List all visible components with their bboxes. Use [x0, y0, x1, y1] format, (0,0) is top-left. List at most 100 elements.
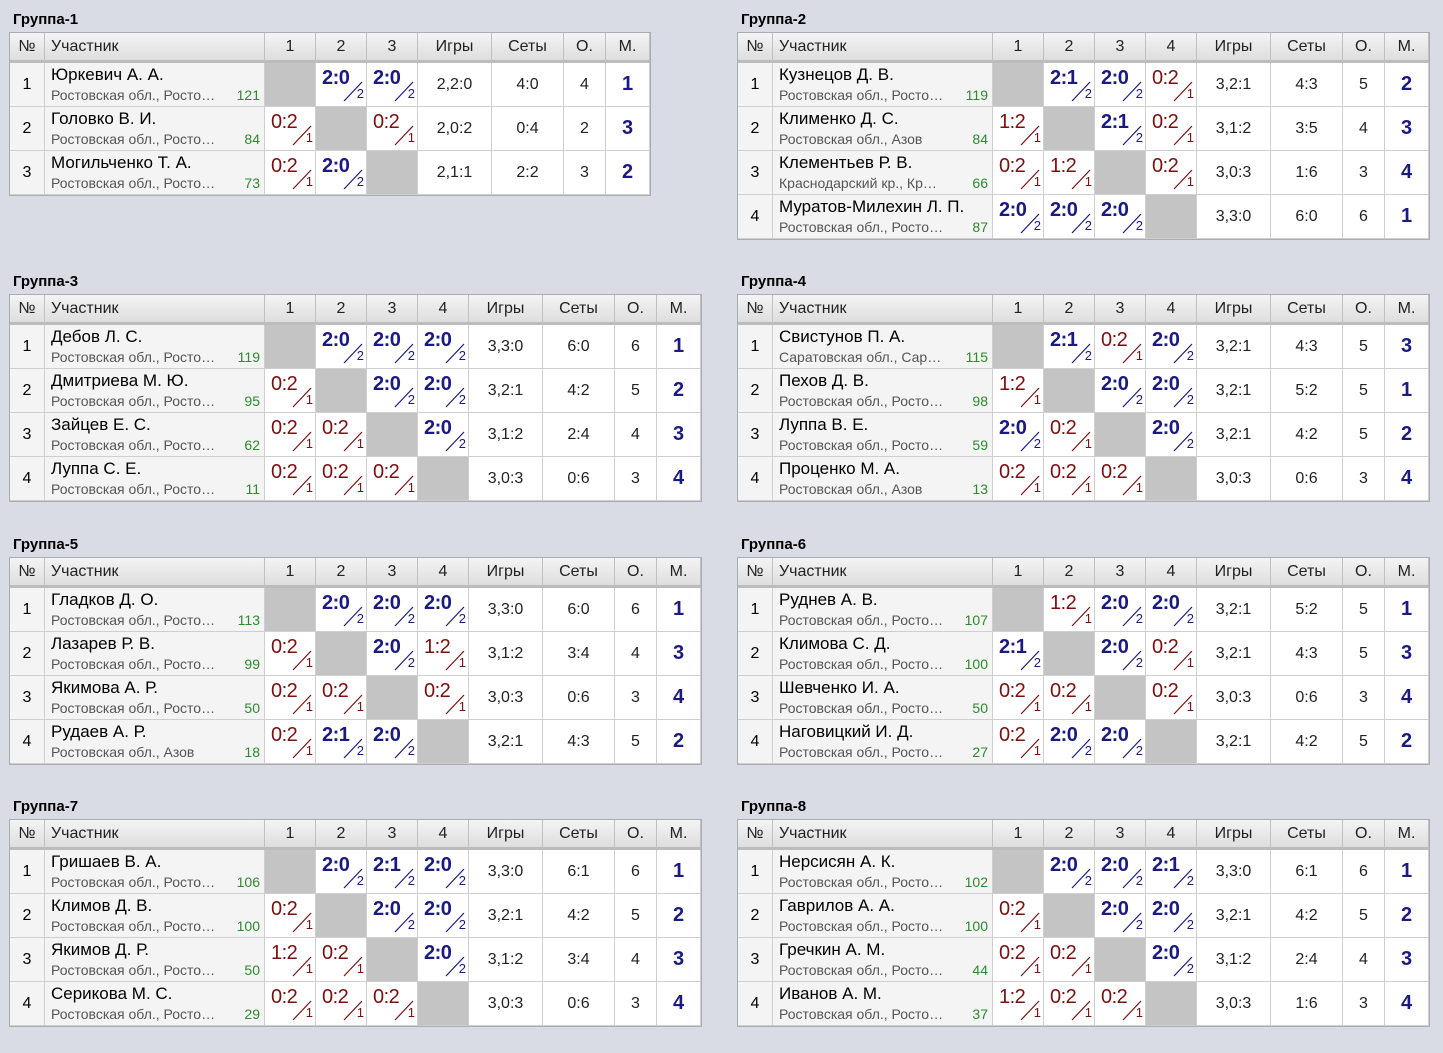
player-name[interactable]: Юркевич А. А. [51, 65, 164, 84]
player-name[interactable]: Гречкин А. М. [779, 940, 886, 959]
match-result-cell[interactable]: 2:0 2 [1044, 720, 1095, 764]
match-result-cell[interactable]: 0:2 1 [316, 982, 367, 1026]
header-games[interactable]: Игры [1197, 295, 1271, 325]
player-row[interactable]: 2 Лазарев Р. В. Ростовская обл., Ростов-на… [10, 632, 701, 676]
player-cell[interactable]: Кузнецов Д. В. Ростовская обл., Ростов-на… [773, 63, 993, 107]
player-cell[interactable]: Серикова М. С. Ростовская обл., Ростов-на… [45, 982, 265, 1026]
header-place[interactable]: М. [657, 558, 701, 588]
header-opponent-number[interactable]: 2 [316, 295, 367, 325]
header-opponent-number[interactable]: 2 [1044, 558, 1095, 588]
header-opponent-number[interactable]: 3 [1095, 558, 1146, 588]
player-row[interactable]: 1 Свистунов П. А. Саратовская обл., Сарато… [738, 325, 1429, 369]
match-result-cell[interactable]: 2:0 2 [418, 588, 469, 632]
player-row[interactable]: 2 Пехов Д. В. Ростовская обл., Ростов-на-Д… [738, 369, 1429, 413]
player-name[interactable]: Рудаев А. Р. [51, 722, 147, 741]
header-opponent-number[interactable]: 2 [316, 558, 367, 588]
match-result-cell[interactable]: 2:0 2 [1044, 195, 1095, 239]
player-cell[interactable]: Луппа В. Е. Ростовская обл., Ростов-на-До… [773, 413, 993, 457]
match-result-cell[interactable]: 2:0 2 [1095, 195, 1146, 239]
match-result-cell[interactable]: 1:2 1 [265, 938, 316, 982]
match-result-cell[interactable]: 2:1 2 [1044, 63, 1095, 107]
match-result-cell[interactable]: 2:0 2 [993, 413, 1044, 457]
header-points[interactable]: О. [564, 33, 606, 63]
match-result-cell[interactable]: 0:2 1 [418, 676, 469, 720]
player-cell[interactable]: Пехов Д. В. Ростовская обл., Ростов-на-До… [773, 369, 993, 413]
header-opponent-number[interactable]: 3 [1095, 820, 1146, 850]
header-place[interactable]: М. [1385, 295, 1429, 325]
player-row[interactable]: 2 Дмитриева М. Ю. Ростовская обл., Ростов-… [10, 369, 701, 413]
match-result-cell[interactable]: 0:2 1 [265, 632, 316, 676]
player-cell[interactable]: Наговицкий И. Д. Ростовская обл., Ростов-… [773, 720, 993, 764]
header-opponent-number[interactable]: 3 [367, 820, 418, 850]
player-cell[interactable]: Гришаев В. А. Ростовская обл., Ростов-на-… [45, 850, 265, 894]
player-row[interactable]: 4 Серикова М. С. Ростовская обл., Ростов-н… [10, 982, 701, 1026]
match-result-cell[interactable]: 0:2 1 [993, 676, 1044, 720]
header-opponent-number[interactable]: 1 [993, 558, 1044, 588]
player-name[interactable]: Клименко Д. С. [779, 109, 899, 128]
header-opponent-number[interactable]: 3 [1095, 33, 1146, 63]
match-result-cell[interactable]: 2:0 2 [367, 63, 418, 107]
header-opponent-number[interactable]: 4 [1146, 33, 1197, 63]
player-row[interactable]: 1 Юркевич А. А. Ростовская обл., Ростов-на… [10, 63, 650, 107]
header-num[interactable]: № [738, 33, 773, 63]
header-participant[interactable]: Участник [773, 295, 993, 325]
player-cell[interactable]: Шевченко И. А. Ростовская обл., Ростов-на… [773, 676, 993, 720]
header-participant[interactable]: Участник [773, 820, 993, 850]
player-row[interactable]: 1 Кузнецов Д. В. Ростовская обл., Ростов-н… [738, 63, 1429, 107]
match-result-cell[interactable]: 0:2 1 [1146, 63, 1197, 107]
player-cell[interactable]: Гаврилов А. А. Ростовская обл., Ростов-на… [773, 894, 993, 938]
match-result-cell[interactable]: 2:0 2 [1044, 850, 1095, 894]
header-num[interactable]: № [10, 558, 45, 588]
match-result-cell[interactable]: 2:0 2 [1095, 588, 1146, 632]
header-opponent-number[interactable]: 2 [316, 33, 367, 63]
match-result-cell[interactable]: 2:0 2 [1095, 720, 1146, 764]
match-result-cell[interactable]: 1:2 1 [418, 632, 469, 676]
player-cell[interactable]: Муратов-Милехин Л. П. Ростовская обл., Ро… [773, 195, 993, 239]
player-row[interactable]: 3 Гречкин А. М. Ростовская обл., Ростов-на… [738, 938, 1429, 982]
match-result-cell[interactable]: 0:2 1 [1044, 676, 1095, 720]
header-place[interactable]: М. [1385, 820, 1429, 850]
match-result-cell[interactable]: 2:0 2 [367, 369, 418, 413]
player-cell[interactable]: Руднев А. В. Ростовская обл., Ростов-на-Д… [773, 588, 993, 632]
match-result-cell[interactable]: 0:2 1 [265, 676, 316, 720]
match-result-cell[interactable]: 2:0 2 [1095, 894, 1146, 938]
player-row[interactable]: 3 Якимова А. Р. Ростовская обл., Ростов-на… [10, 676, 701, 720]
header-num[interactable]: № [738, 295, 773, 325]
match-result-cell[interactable]: 0:2 1 [1044, 413, 1095, 457]
player-row[interactable]: 1 Дебов Л. С. Ростовская обл., Ростов-на-Д… [10, 325, 701, 369]
player-cell[interactable]: Якимов Д. Р. Ростовская обл., Ростов-на-Д… [45, 938, 265, 982]
header-opponent-number[interactable]: 4 [1146, 820, 1197, 850]
header-sets[interactable]: Сеты [1271, 295, 1343, 325]
match-result-cell[interactable]: 0:2 1 [265, 151, 316, 195]
match-result-cell[interactable]: 1:2 1 [993, 982, 1044, 1026]
header-opponent-number[interactable]: 1 [993, 33, 1044, 63]
player-name[interactable]: Муратов-Милехин Л. П. [779, 197, 965, 216]
player-name[interactable]: Гаврилов А. А. [779, 896, 895, 915]
match-result-cell[interactable]: 2:1 2 [367, 850, 418, 894]
match-result-cell[interactable]: 2:0 2 [1095, 63, 1146, 107]
player-row[interactable]: 1 Гладков Д. О. Ростовская обл., Ростов-на… [10, 588, 701, 632]
match-result-cell[interactable]: 2:0 2 [367, 588, 418, 632]
player-name[interactable]: Руднев А. В. [779, 590, 878, 609]
player-row[interactable]: 4 Наговицкий И. Д. Ростовская обл., Ростов… [738, 720, 1429, 764]
player-name[interactable]: Пехов Д. В. [779, 371, 869, 390]
header-opponent-number[interactable]: 3 [367, 295, 418, 325]
player-cell[interactable]: Зайцев Е. С. Ростовская обл., Ростов-на-Д… [45, 413, 265, 457]
match-result-cell[interactable]: 2:0 2 [1095, 369, 1146, 413]
header-opponent-number[interactable]: 4 [418, 558, 469, 588]
header-games[interactable]: Игры [1197, 558, 1271, 588]
player-row[interactable]: 2 Головко В. И. Ростовская обл., Ростов-на… [10, 107, 650, 151]
header-opponent-number[interactable]: 1 [993, 820, 1044, 850]
player-row[interactable]: 2 Климов Д. В. Ростовская обл., Ростов-на-… [10, 894, 701, 938]
player-name[interactable]: Якимов Д. Р. [51, 940, 149, 959]
header-opponent-number[interactable]: 1 [265, 558, 316, 588]
header-num[interactable]: № [738, 558, 773, 588]
header-participant[interactable]: Участник [45, 820, 265, 850]
header-opponent-number[interactable]: 3 [367, 558, 418, 588]
player-row[interactable]: 4 Иванов А. М. Ростовская обл., Ростов-на-… [738, 982, 1429, 1026]
player-name[interactable]: Проценко М. А. [779, 459, 900, 478]
header-points[interactable]: О. [615, 558, 657, 588]
match-result-cell[interactable]: 2:0 2 [418, 325, 469, 369]
player-cell[interactable]: Нерсисян А. К. Ростовская обл., Ростов-на… [773, 850, 993, 894]
header-participant[interactable]: Участник [773, 33, 993, 63]
